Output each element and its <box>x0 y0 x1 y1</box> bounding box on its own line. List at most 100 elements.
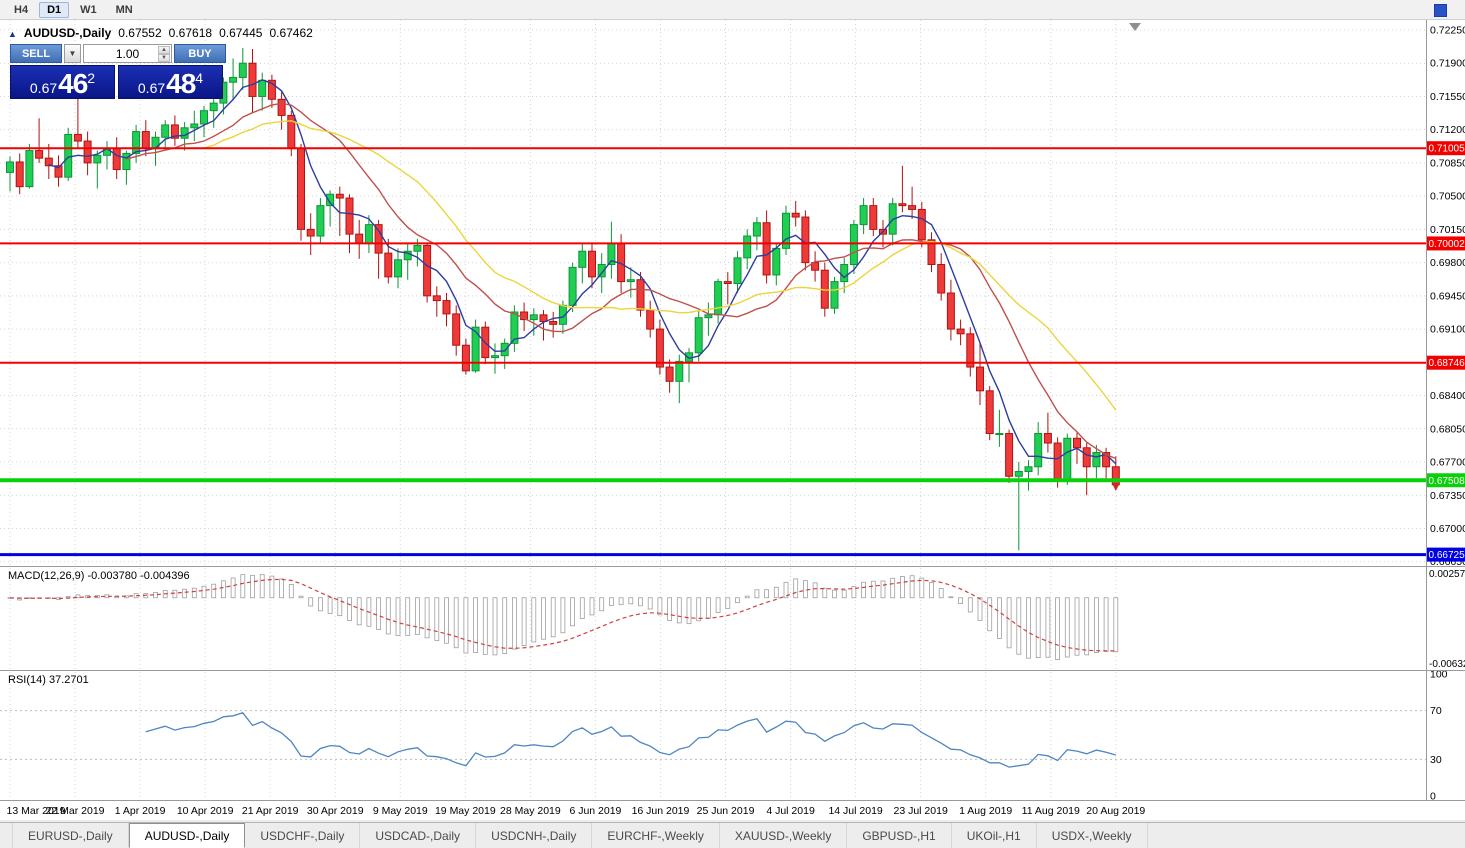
price-tag <box>1426 355 1465 370</box>
candle-body <box>374 224 383 254</box>
macd-histogram-bar <box>424 597 430 639</box>
chart-tab-usdcnh-daily[interactable]: USDCNH-,Daily <box>476 823 593 848</box>
price-tag <box>1426 547 1465 562</box>
candle-body <box>1034 433 1043 468</box>
timeframe-buttons: H4 D1 W1 MN <box>6 1 141 18</box>
volume-input[interactable]: 1.00 ▲ ▼ <box>83 44 172 63</box>
candle-body <box>859 205 868 226</box>
macd-histogram-bar <box>900 576 905 599</box>
volume-dropdown[interactable]: ▼ <box>64 44 81 63</box>
macd-histogram-bar <box>958 597 963 605</box>
macd-histogram-bar <box>657 597 663 616</box>
time-axis-label: 13 Mar 2019 <box>7 805 66 817</box>
macd-histogram-bar <box>967 597 973 613</box>
candle-body <box>520 311 529 321</box>
candle-body <box>229 76 238 83</box>
macd-histogram-bar <box>405 597 411 636</box>
candle-body <box>665 366 674 382</box>
volume-spinner[interactable]: ▲ ▼ <box>158 46 170 62</box>
macd-histogram-bar <box>667 597 672 621</box>
time-axis-label: 4 Jul 2019 <box>766 805 815 817</box>
candle-body <box>762 222 771 276</box>
chart-tab-usdx-weekly[interactable]: USDX-,Weekly <box>1037 823 1148 848</box>
macd-histogram-bar <box>337 597 343 617</box>
candle-body <box>811 262 820 271</box>
price-axis[interactable] <box>1426 20 1465 800</box>
candle-body <box>743 235 752 259</box>
macd-histogram-bar <box>230 577 236 599</box>
macd-histogram-bar <box>1113 597 1119 653</box>
candle-body <box>248 62 257 97</box>
candle-body <box>529 314 538 321</box>
macd-histogram-bar <box>414 597 420 635</box>
chart-tab-usdchf-daily[interactable]: USDCHF-,Daily <box>245 823 361 848</box>
macd-histogram-bar <box>395 597 401 636</box>
timeframe-button-d1[interactable]: D1 <box>39 1 70 18</box>
chart-tab-gbpusd-h1[interactable]: GBPUSD-,H1 <box>847 823 952 848</box>
candle-body <box>636 279 645 311</box>
macd-histogram-bar <box>220 580 226 599</box>
price-axis-label: 0.67350 <box>1430 490 1465 502</box>
candle-body <box>1073 437 1081 449</box>
trade-prices-row: 0.67 46 2 0.67 48 4 <box>10 65 226 99</box>
candle-body <box>64 133 73 178</box>
chart-tab-eurchf-weekly[interactable]: EURCHF-,Weekly <box>592 823 720 848</box>
one-click-toggle-icon[interactable]: ▲ <box>8 29 17 39</box>
volume-value: 1.00 <box>115 46 140 61</box>
macd-histogram-bar <box>550 597 556 638</box>
timeframe-button-h4[interactable]: H4 <box>14 3 29 16</box>
spinner-down-icon[interactable]: ▼ <box>158 54 170 62</box>
candle-body <box>25 150 34 188</box>
buy-price-display[interactable]: 0.67 48 4 <box>118 65 223 99</box>
trade-controls-row: SELL ▼ 1.00 ▲ ▼ BUY <box>10 44 226 63</box>
sell-price-display[interactable]: 0.67 46 2 <box>10 65 115 99</box>
macd-histogram-bar <box>453 597 459 649</box>
chart-tab-xauusd-weekly[interactable]: XAUUSD-,Weekly <box>720 823 848 848</box>
candle-body <box>471 326 480 372</box>
spinner-up-icon[interactable]: ▲ <box>158 46 170 54</box>
candle-body <box>1082 447 1091 468</box>
chart-tab-usdcad-daily[interactable]: USDCAD-,Daily <box>360 823 477 848</box>
candle-body <box>355 233 364 245</box>
candle-body <box>258 79 267 97</box>
timeframe-button-w1[interactable]: W1 <box>80 3 97 16</box>
buy-button[interactable]: BUY <box>174 44 226 63</box>
window-icon[interactable] <box>1434 4 1447 17</box>
chart-tab-bar: EURUSD-,Daily AUDUSD-,Daily USDCHF-,Daily U… <box>0 822 1465 848</box>
chart-tab-ukoil-h1[interactable]: UKOil-,H1 <box>952 823 1037 848</box>
macd-histogram-bar <box>977 597 983 621</box>
chart-area[interactable]: 13 Mar 201922 Mar 2019 1 Apr 2019 10 Apr 2… <box>0 20 1465 820</box>
buy-price-big: 48 <box>166 68 196 100</box>
rsi-line <box>145 712 1116 768</box>
chart-tab-audusd-daily[interactable]: AUDUSD-,Daily <box>128 823 246 848</box>
candle-body <box>801 216 810 264</box>
macd-histogram-bar <box>75 594 81 599</box>
candle-body <box>733 257 742 285</box>
price-tag <box>1426 141 1465 156</box>
macd-axis-label-max: 0.0025740 <box>1429 569 1465 580</box>
rsi-axis-label: 30 <box>1430 754 1442 766</box>
macd-histogram-bar <box>1055 597 1060 660</box>
time-axis[interactable] <box>0 800 1465 820</box>
macd-histogram-bar <box>841 589 847 599</box>
candle-body <box>93 154 102 164</box>
candle-body <box>1063 437 1072 480</box>
candle-body <box>491 355 499 359</box>
macd-histogram-bar <box>512 597 517 650</box>
timeframe-button-mn[interactable]: MN <box>115 3 133 16</box>
candle-body <box>976 366 984 392</box>
price-chart[interactable]: 13 Mar 201922 Mar 2019 1 Apr 2019 10 Apr 2… <box>0 20 1465 820</box>
candle-body <box>345 197 354 235</box>
macd-histogram-bar <box>1035 597 1041 658</box>
ohlc-open: 0.67552 <box>118 26 162 40</box>
candle-body <box>432 295 441 302</box>
macd-histogram-bar <box>696 597 702 622</box>
macd-histogram-bar <box>948 596 954 599</box>
macd-histogram-bar <box>1074 597 1080 656</box>
candle-body <box>898 203 907 207</box>
macd-histogram-bar <box>385 597 391 635</box>
time-axis-label: 11 Aug 2019 <box>1022 805 1080 817</box>
macd-histogram-bar <box>201 585 207 599</box>
sell-button[interactable]: SELL <box>10 44 62 63</box>
chart-tab-eurusd-daily[interactable]: EURUSD-,Daily <box>12 823 129 848</box>
